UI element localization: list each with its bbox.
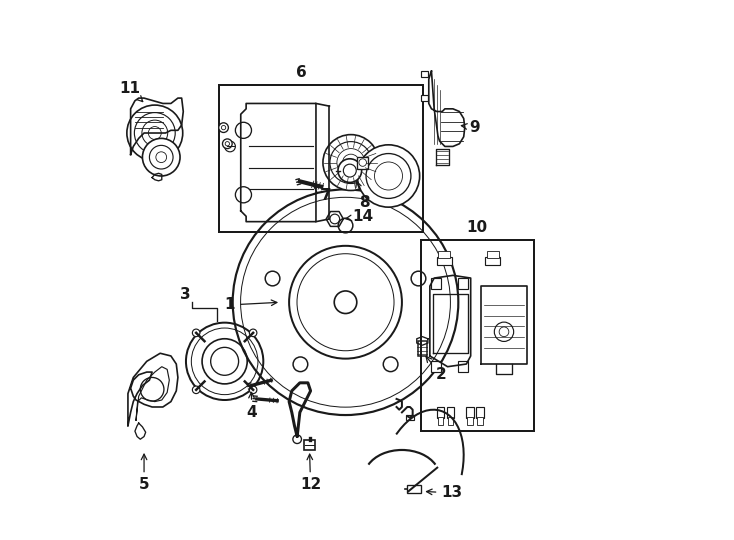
Circle shape — [236, 187, 252, 203]
Bar — [487, 251, 498, 258]
Circle shape — [250, 329, 257, 336]
Bar — [421, 95, 428, 102]
Circle shape — [250, 386, 257, 394]
Bar — [407, 485, 421, 493]
Circle shape — [192, 386, 200, 394]
Circle shape — [357, 145, 420, 207]
Bar — [418, 341, 426, 356]
Bar — [446, 407, 454, 418]
Bar — [437, 407, 444, 418]
Bar — [476, 407, 484, 418]
Bar — [357, 157, 368, 169]
Text: 8: 8 — [356, 181, 370, 211]
Bar — [477, 417, 482, 425]
Text: 10: 10 — [467, 220, 487, 235]
Bar — [458, 278, 468, 289]
Text: 4: 4 — [246, 393, 257, 420]
Text: 6: 6 — [296, 65, 306, 80]
Text: 2: 2 — [426, 356, 446, 382]
Bar — [485, 256, 501, 265]
Bar — [468, 417, 473, 425]
Bar — [466, 407, 474, 418]
Circle shape — [142, 138, 180, 176]
Circle shape — [293, 435, 302, 443]
Circle shape — [222, 139, 232, 148]
Circle shape — [127, 105, 183, 161]
Text: 3: 3 — [180, 287, 191, 302]
Circle shape — [236, 122, 252, 138]
Circle shape — [225, 141, 236, 152]
Text: 12: 12 — [300, 454, 321, 492]
Text: 11: 11 — [119, 81, 142, 102]
Bar — [438, 417, 443, 425]
Bar — [406, 415, 414, 421]
Bar — [421, 240, 534, 431]
Bar — [432, 361, 441, 372]
Bar — [304, 440, 315, 450]
Bar — [458, 361, 468, 372]
Circle shape — [338, 159, 362, 183]
Text: 9: 9 — [462, 120, 480, 135]
Text: 1: 1 — [225, 298, 277, 313]
Circle shape — [323, 134, 379, 191]
Text: 13: 13 — [426, 485, 462, 501]
Bar — [421, 71, 428, 77]
Bar — [432, 278, 441, 289]
Circle shape — [192, 329, 200, 336]
Bar — [438, 251, 450, 258]
Text: 5: 5 — [139, 454, 149, 492]
Bar — [448, 417, 453, 425]
Text: 7: 7 — [314, 186, 332, 204]
Circle shape — [219, 123, 228, 132]
Bar — [219, 85, 424, 232]
Text: 14: 14 — [346, 209, 374, 224]
Bar — [437, 256, 452, 265]
